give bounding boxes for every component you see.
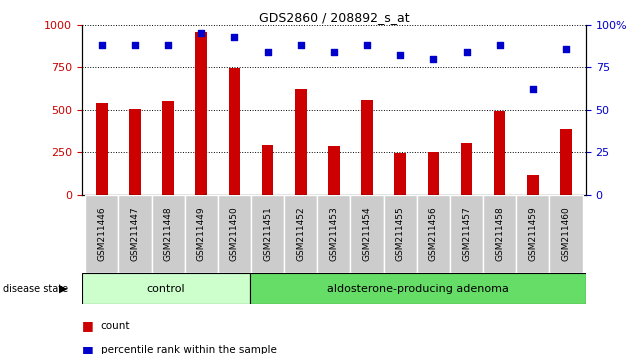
FancyBboxPatch shape: [384, 195, 417, 273]
FancyBboxPatch shape: [417, 195, 450, 273]
Point: [528, 86, 538, 92]
Text: GSM211447: GSM211447: [130, 206, 139, 261]
Point: [263, 49, 273, 55]
Point: [495, 42, 505, 48]
Text: GSM211454: GSM211454: [362, 206, 372, 261]
Text: control: control: [147, 284, 185, 293]
FancyBboxPatch shape: [152, 195, 185, 273]
Text: percentile rank within the sample: percentile rank within the sample: [101, 346, 277, 354]
Point: [362, 42, 372, 48]
Point: [395, 52, 405, 58]
Bar: [96, 103, 108, 195]
Bar: [295, 89, 307, 195]
Text: GSM211460: GSM211460: [561, 206, 571, 261]
Bar: [250, 273, 586, 304]
Text: GSM211458: GSM211458: [495, 206, 504, 261]
FancyBboxPatch shape: [549, 195, 583, 273]
Text: GSM211449: GSM211449: [197, 206, 206, 261]
Point: [428, 56, 438, 62]
Bar: [195, 32, 207, 195]
Text: GSM211456: GSM211456: [429, 206, 438, 261]
Text: ▶: ▶: [59, 284, 67, 293]
Text: ■: ■: [82, 344, 94, 354]
FancyBboxPatch shape: [251, 195, 284, 273]
Bar: [262, 144, 273, 195]
Text: GSM211455: GSM211455: [396, 206, 404, 261]
FancyBboxPatch shape: [318, 195, 350, 273]
Point: [329, 49, 339, 55]
Bar: [129, 109, 140, 195]
FancyBboxPatch shape: [185, 195, 218, 273]
FancyBboxPatch shape: [483, 195, 516, 273]
Text: aldosterone-producing adenoma: aldosterone-producing adenoma: [327, 284, 509, 293]
Bar: [328, 146, 340, 195]
Text: GSM211450: GSM211450: [230, 206, 239, 261]
Point: [163, 42, 173, 48]
Bar: [229, 68, 240, 195]
Text: GSM211457: GSM211457: [462, 206, 471, 261]
Title: GDS2860 / 208892_s_at: GDS2860 / 208892_s_at: [258, 11, 410, 24]
FancyBboxPatch shape: [350, 195, 384, 273]
Text: GSM211453: GSM211453: [329, 206, 338, 261]
Bar: [494, 110, 505, 195]
FancyBboxPatch shape: [284, 195, 318, 273]
Bar: [428, 152, 439, 195]
Point: [295, 42, 306, 48]
Text: GSM211452: GSM211452: [296, 206, 306, 261]
FancyBboxPatch shape: [450, 195, 483, 273]
Text: GSM211459: GSM211459: [529, 206, 537, 261]
Bar: [560, 129, 572, 195]
Point: [130, 42, 140, 48]
FancyBboxPatch shape: [516, 195, 549, 273]
Point: [196, 30, 206, 36]
Point: [462, 49, 472, 55]
Bar: [527, 175, 539, 195]
Text: GSM211446: GSM211446: [97, 206, 106, 261]
Bar: [361, 101, 373, 195]
Text: GSM211451: GSM211451: [263, 206, 272, 261]
Bar: [461, 143, 472, 195]
Text: count: count: [101, 321, 130, 331]
Text: GSM211448: GSM211448: [164, 206, 173, 261]
Bar: [394, 153, 406, 195]
FancyBboxPatch shape: [118, 195, 152, 273]
Text: disease state: disease state: [3, 284, 68, 293]
FancyBboxPatch shape: [85, 195, 118, 273]
Point: [97, 42, 107, 48]
Point: [561, 46, 571, 51]
Point: [229, 34, 239, 40]
FancyBboxPatch shape: [218, 195, 251, 273]
Bar: [82, 273, 250, 304]
Bar: [163, 101, 174, 195]
Text: ■: ■: [82, 319, 94, 332]
